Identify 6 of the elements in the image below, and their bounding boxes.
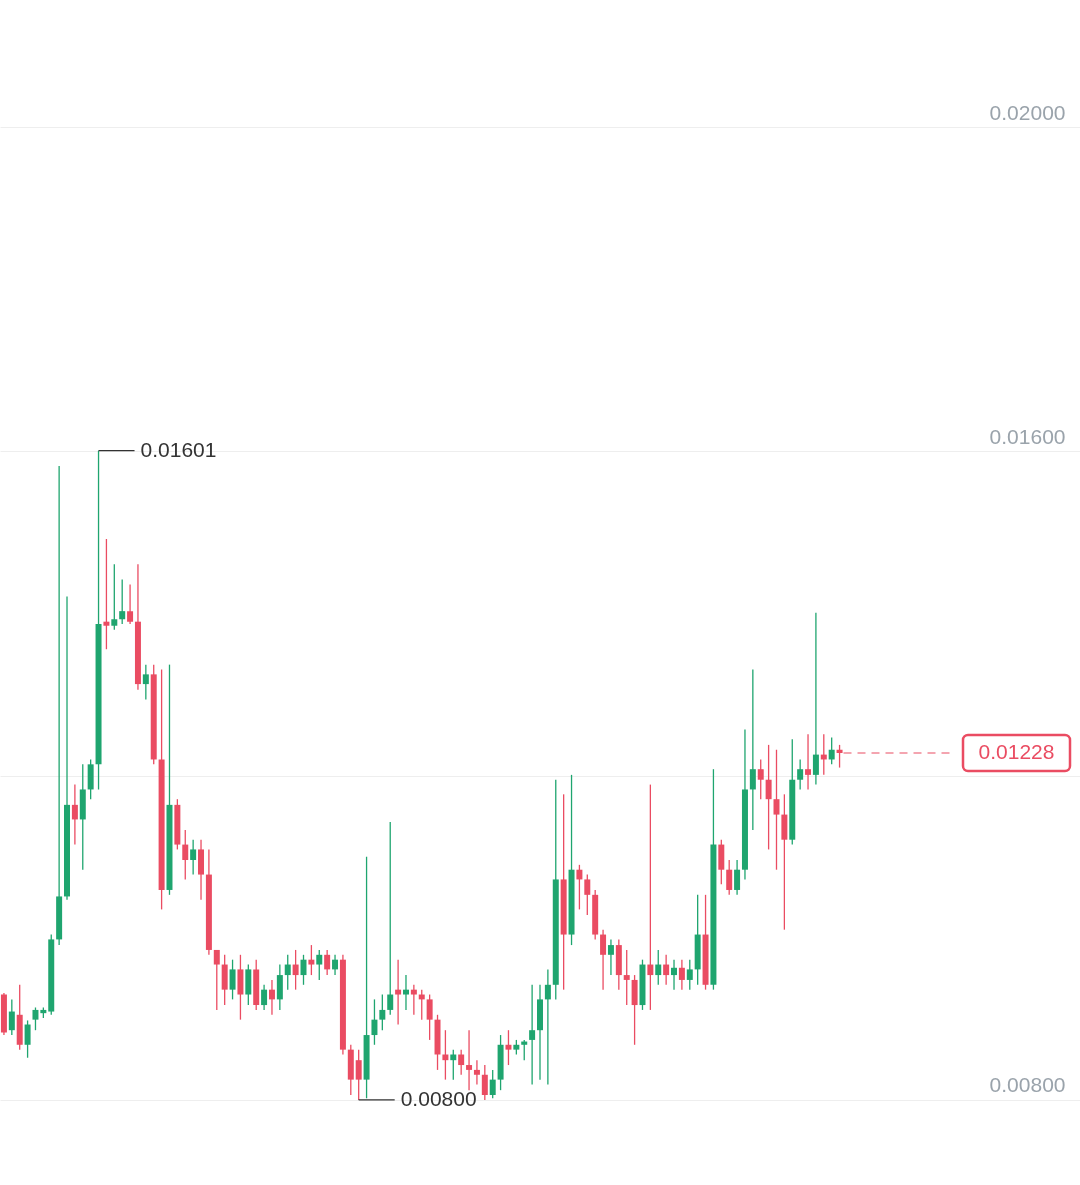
y-tick-label: 0.00800 <box>989 1073 1066 1097</box>
y-tick-label: 0.02000 <box>989 100 1066 124</box>
ref-line-label: 0.01228 <box>978 739 1055 763</box>
annotation: 0.01601 <box>140 437 217 461</box>
y-tick-label: 0.01600 <box>989 424 1066 448</box>
annotation: 0.00800 <box>400 1086 477 1110</box>
